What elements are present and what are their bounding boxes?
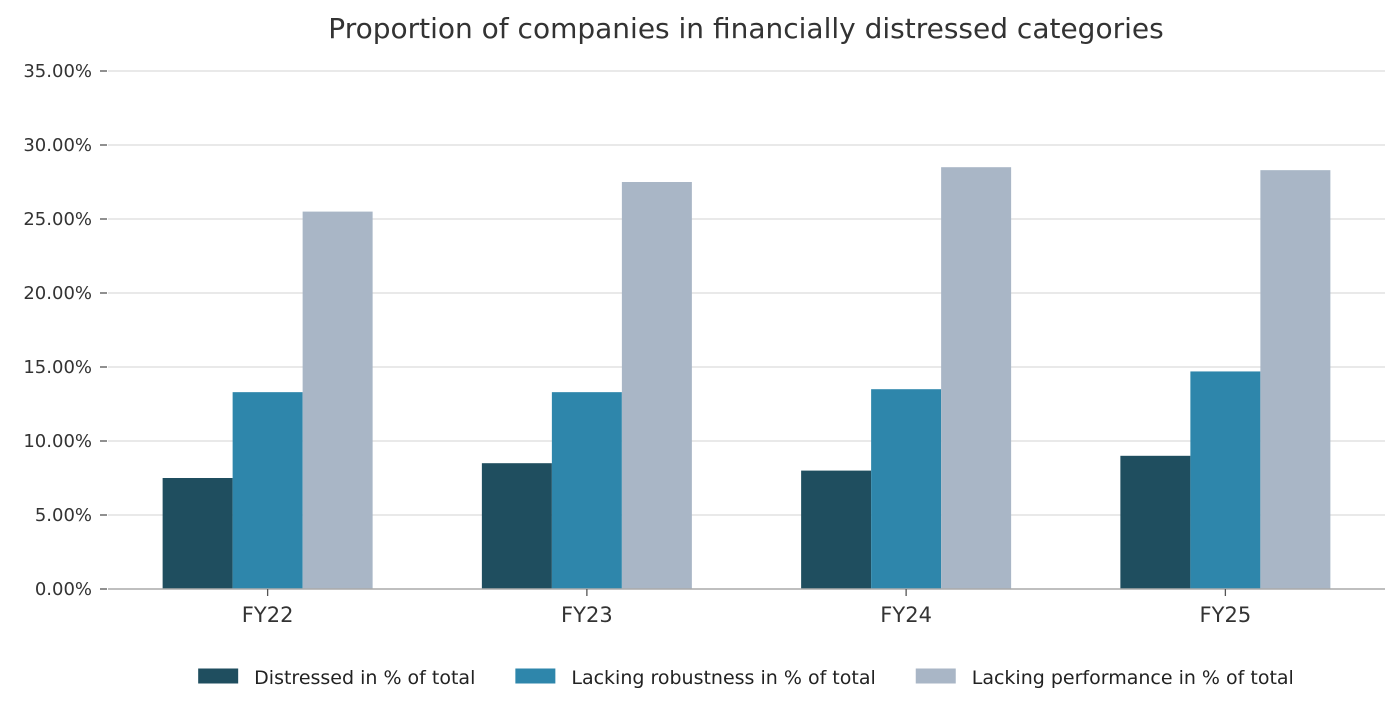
xtick-label: FY23 <box>561 603 613 627</box>
ytick-label: 15.00% <box>23 357 92 378</box>
legend-label: Lacking performance in % of total <box>972 667 1294 689</box>
ytick-label: 30.00% <box>23 135 92 156</box>
bar <box>302 211 373 589</box>
bar <box>621 182 692 589</box>
xtick-label: FY22 <box>242 603 294 627</box>
ytick-label: 25.00% <box>23 209 92 230</box>
ytick-label: 0.00% <box>35 579 92 600</box>
axis-layer: 0.00% 5.00% 10.00% 15.00% 20.00% 25.00% 30.00%… <box>23 61 1385 627</box>
legend: Distressed in % of total Lacking robustne… <box>198 667 1294 689</box>
bar <box>232 392 303 589</box>
ytick-label: 35.00% <box>23 61 92 82</box>
legend-swatch <box>198 668 239 684</box>
legend-swatch <box>915 668 956 684</box>
chart-title: Proportion of companies in financially d… <box>328 12 1163 45</box>
bar <box>871 389 942 589</box>
bar <box>1260 170 1331 589</box>
ytick-label: 10.00% <box>23 431 92 452</box>
legend-swatch <box>515 668 556 684</box>
legend-label: Distressed in % of total <box>254 667 475 689</box>
xtick-label: FY25 <box>1200 603 1252 627</box>
bar <box>801 470 872 589</box>
bar <box>941 167 1012 589</box>
bar <box>162 478 233 589</box>
bar <box>551 392 622 589</box>
xtick-label: FY24 <box>880 603 932 627</box>
bar <box>481 463 552 589</box>
bar <box>1190 371 1261 589</box>
ytick-label: 20.00% <box>23 283 92 304</box>
ytick-label: 5.00% <box>35 505 92 526</box>
bars-layer <box>162 167 1331 589</box>
legend-label: Lacking robustness in % of total <box>571 667 875 689</box>
bar <box>1120 455 1191 589</box>
